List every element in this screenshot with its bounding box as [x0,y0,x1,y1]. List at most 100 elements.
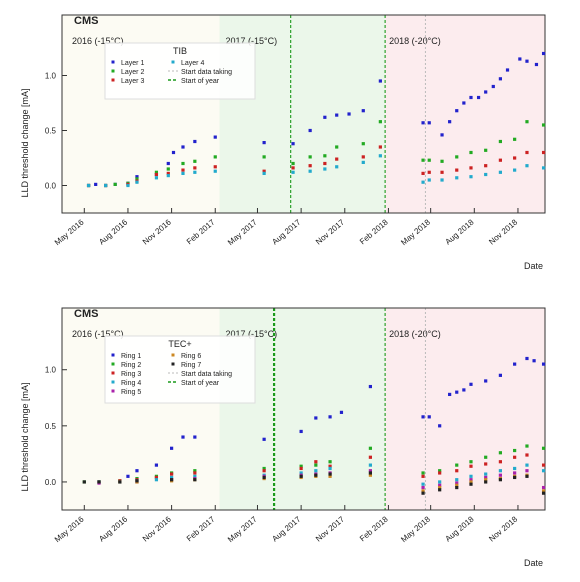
y-tick-label: 0.5 [45,422,57,431]
x-tick-label: Aug 2016 [97,514,129,543]
data-point-ring-4 [438,480,442,484]
data-point-layer-1 [505,68,510,72]
data-point-ring-1 [299,429,303,434]
period-label: 2016 (-15°C) [72,329,124,339]
legend-entry: Ring 2 [121,362,141,369]
data-point-layer-1 [455,109,459,113]
data-point-layer-4 [335,165,339,169]
data-point-layer-2 [291,161,295,166]
data-point-ring-3 [314,460,318,464]
data-point-ring-1 [462,388,466,392]
x-tick-label: Feb 2017 [185,217,217,246]
data-point-ring-7 [328,472,332,476]
data-point-ring-2 [455,463,459,467]
data-point-layer-1 [534,62,539,67]
data-point-ring-2 [438,469,442,473]
data-point-ring-2 [368,446,372,450]
data-point-ring-5 [484,475,488,480]
data-point-layer-3 [378,145,382,149]
data-point-ring-4 [455,478,459,482]
x-tick-label: Nov 2017 [314,514,346,543]
data-point-layer-1 [135,175,139,179]
period-label: 2016 (-15°C) [72,36,124,46]
legend-marker [171,353,175,357]
data-point-layer-3 [455,168,459,172]
data-point-ring-3 [421,474,425,478]
data-point-layer-2 [513,137,517,141]
data-point-ring-6 [328,474,332,478]
data-point-ring-3 [498,460,503,464]
data-point-layer-3 [193,166,197,170]
legend-entry: Layer 3 [121,78,144,85]
data-point-layer-4 [181,171,185,175]
data-point-layer-3 [308,164,312,168]
data-point-layer-3 [421,171,425,175]
legend-entry: Start of year [181,380,220,387]
period-band [385,15,545,213]
data-point-layer-2 [113,182,117,186]
legend-entry: Layer 4 [181,60,204,67]
data-point-ring-3 [541,463,546,467]
data-point-layer-1 [193,139,197,144]
data-point-layer-1 [491,84,495,89]
data-point-layer-3 [181,168,185,172]
legend-marker [111,380,115,384]
data-point-ring-2 [498,451,503,455]
data-point-layer-1 [462,101,466,105]
data-point-ring-5 [498,473,503,477]
legend-marker [111,389,115,393]
data-point-layer-4 [378,154,382,158]
legend-title: TEC+ [168,339,191,349]
data-point-layer-2 [498,139,503,144]
data-point-layer-1 [484,90,488,94]
legend-box [104,335,256,404]
data-point-layer-1 [469,95,473,100]
x-tick-label: May 2017 [226,217,259,247]
data-point-layer-4 [262,171,266,175]
legend-entry: Start of year [181,78,220,85]
data-point-layer-4 [135,180,139,184]
data-point-layer-1 [94,182,98,186]
data-point-ring-4 [170,475,174,480]
data-point-layer-2 [323,154,327,158]
data-point-ring-1 [328,415,332,419]
data-point-ring-3 [525,453,529,457]
data-point-layer-2 [166,167,170,171]
data-point-layer-2 [421,158,425,162]
data-point-ring-2 [193,469,197,473]
data-point-layer-4 [484,172,488,177]
x-tick-label: May 2016 [53,217,86,247]
data-point-ring-6 [469,480,473,484]
data-point-layer-4 [427,178,431,182]
data-point-layer-4 [166,174,170,178]
data-point-ring-5 [469,478,473,482]
data-point-ring-1 [513,362,517,366]
data-point-layer-4 [126,183,130,188]
data-point-ring-1 [193,435,197,439]
data-point-layer-1 [541,51,546,56]
data-point-ring-4 [328,466,332,471]
data-point-layer-4 [541,166,546,170]
data-point-ring-1 [262,437,266,441]
y-tick-label: 0.5 [45,127,57,136]
data-point-layer-1 [262,141,266,145]
period-label: 2017 (-15°C) [226,329,278,339]
data-point-ring-1 [532,359,536,363]
data-point-layer-2 [135,177,139,181]
x-tick-label: Aug 2017 [270,514,302,543]
data-point-layer-2 [469,150,473,155]
data-point-layer-4 [513,168,517,172]
data-point-layer-3 [513,156,517,160]
data-point-layer-3 [427,170,431,174]
data-point-ring-3 [170,472,174,476]
data-point-layer-2 [335,145,339,149]
data-point-ring-7 [484,480,488,484]
legend-entry: Ring 3 [121,371,141,378]
data-point-ring-5 [421,485,425,490]
data-point-ring-7 [170,478,174,482]
data-point-layer-2 [193,159,197,163]
data-point-ring-1 [181,435,185,439]
period-label: 2018 (-20°C) [389,329,441,339]
data-point-layer-1 [440,133,444,137]
data-point-layer-1 [335,113,339,117]
